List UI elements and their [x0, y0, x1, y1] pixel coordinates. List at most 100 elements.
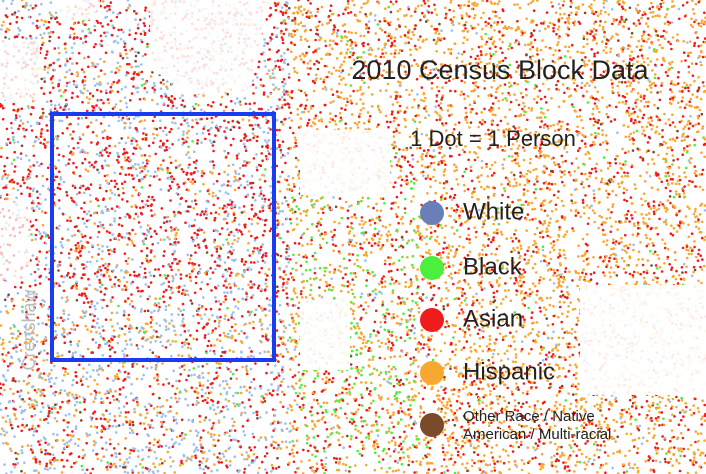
dot	[181, 116, 185, 119]
dot	[34, 218, 38, 222]
dot	[231, 372, 235, 376]
dot	[36, 263, 39, 267]
dot	[643, 105, 646, 108]
dot	[83, 400, 86, 404]
dot	[146, 411, 149, 415]
dot	[28, 284, 32, 288]
dot	[211, 329, 215, 332]
dot	[469, 346, 472, 349]
dot	[651, 15, 655, 19]
dot	[568, 443, 571, 447]
dot	[447, 439, 450, 443]
dot	[624, 135, 628, 139]
dot	[274, 4, 278, 7]
dot	[375, 442, 379, 446]
dot	[447, 252, 451, 255]
dot	[407, 459, 411, 463]
dot	[593, 102, 597, 105]
dot	[298, 405, 302, 409]
dot	[516, 409, 519, 412]
dot	[287, 261, 291, 264]
dot	[646, 25, 650, 28]
dot	[449, 272, 453, 276]
dot	[618, 101, 621, 104]
dot	[456, 183, 460, 186]
dot	[647, 100, 650, 104]
dot	[334, 205, 338, 209]
dot	[644, 459, 648, 463]
dot	[40, 18, 43, 22]
dot	[386, 411, 390, 415]
dot	[419, 347, 423, 351]
dot	[76, 71, 79, 74]
dot	[16, 452, 20, 456]
dot	[529, 131, 532, 135]
dot	[523, 43, 527, 47]
dot	[348, 470, 351, 473]
dot	[245, 161, 249, 165]
dot	[211, 424, 215, 428]
dot	[535, 226, 539, 230]
dot	[475, 292, 478, 296]
dot	[178, 391, 182, 394]
dot	[152, 329, 156, 332]
dot	[333, 119, 337, 123]
dot	[591, 62, 594, 66]
dot	[199, 287, 202, 291]
dot	[203, 125, 206, 128]
dot	[193, 291, 197, 295]
dot	[664, 174, 667, 178]
dot	[83, 83, 87, 87]
dot	[415, 243, 419, 247]
dot	[131, 258, 134, 261]
dot	[243, 411, 247, 415]
dot	[597, 456, 601, 459]
dot	[202, 296, 205, 299]
dot	[392, 436, 396, 440]
dot	[473, 14, 477, 17]
dot	[48, 91, 52, 94]
dot	[352, 283, 356, 287]
dot	[162, 281, 166, 285]
dot	[651, 5, 654, 9]
dot	[183, 284, 186, 288]
dot	[297, 78, 301, 82]
dot	[305, 195, 309, 198]
dot	[200, 174, 204, 178]
dot	[688, 143, 692, 147]
dot	[471, 27, 474, 30]
dot	[603, 451, 607, 454]
dot	[305, 15, 309, 19]
dot	[421, 299, 424, 302]
dot	[685, 265, 688, 269]
dot	[523, 321, 526, 324]
dot	[261, 209, 265, 213]
dot	[108, 231, 111, 234]
dot	[461, 445, 464, 448]
dot	[392, 135, 396, 138]
dot	[466, 417, 469, 421]
dot	[417, 38, 420, 41]
dot	[413, 326, 417, 330]
dot	[266, 95, 270, 98]
dot	[47, 318, 51, 322]
dot	[130, 343, 133, 346]
dot	[490, 120, 494, 123]
dot	[142, 242, 146, 246]
dot	[17, 9, 20, 13]
dot	[408, 370, 412, 373]
dot	[374, 32, 378, 35]
dot	[365, 2, 368, 5]
dot	[116, 61, 120, 65]
dot	[343, 266, 346, 270]
dot	[403, 117, 406, 121]
dot	[295, 312, 298, 316]
dot	[634, 187, 637, 190]
dot	[33, 388, 37, 392]
dot	[30, 415, 34, 418]
dot	[162, 221, 166, 225]
dot	[81, 383, 84, 387]
dot	[693, 240, 696, 243]
dot	[252, 157, 256, 160]
dot	[411, 158, 415, 161]
